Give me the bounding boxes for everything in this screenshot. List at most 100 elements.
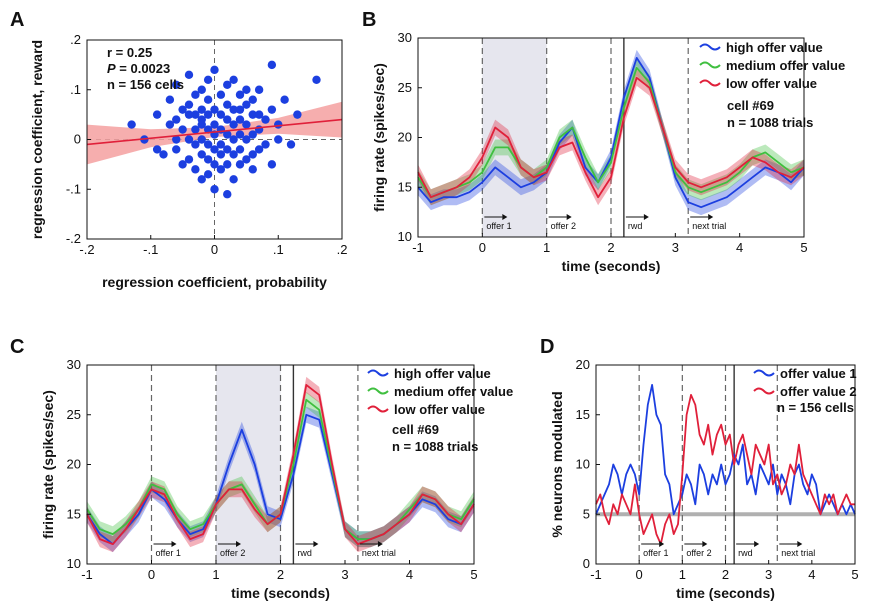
a-scatter-point: [172, 115, 181, 124]
a-scatter-point: [242, 155, 251, 164]
a-scatter-point: [216, 140, 226, 149]
a-scatter-point: [248, 130, 257, 139]
a-scatter-point: [152, 145, 162, 154]
c-legend-label-medium: medium offer value: [394, 384, 513, 399]
a-scatter-point: [210, 145, 219, 154]
a-scatter-point: [203, 140, 213, 149]
panel-letter-a: A: [10, 9, 24, 31]
c-annotation: cell #69: [392, 422, 439, 437]
d-event-label: rwd: [738, 548, 753, 558]
a-ytick-label: 0: [74, 132, 81, 147]
c-event-label: offer 1: [156, 548, 181, 558]
c-event-label: offer 2: [220, 548, 245, 558]
a-scatter-point: [223, 190, 232, 199]
c-ytick-label: 25: [67, 407, 81, 422]
a-scatter-point: [210, 105, 219, 114]
a-scatter-point: [235, 115, 245, 124]
a-scatter-point: [267, 60, 277, 70]
b-xtick-label: 4: [736, 240, 743, 255]
b-y-axis-label: firing rate (spikes/sec): [371, 63, 387, 212]
a-scatter-point: [235, 160, 245, 169]
c-xtick-label: -1: [81, 567, 93, 582]
a-scatter-point: [229, 135, 238, 144]
a-scatter-point: [293, 110, 302, 119]
a-scatter-point: [242, 135, 251, 144]
a-scatter-point: [203, 170, 213, 179]
b-legend-label-low: low offer value: [726, 76, 817, 91]
a-ytick-label: .2: [70, 32, 81, 47]
a-scatter-point: [248, 110, 257, 119]
a-scatter-point: [184, 70, 194, 80]
a-scatter-point: [210, 120, 219, 129]
a-scatter-point: [172, 135, 181, 144]
a-scatter-point: [229, 150, 238, 159]
d-legend-swatch-high: [753, 369, 775, 377]
a-scatter-point: [254, 145, 264, 154]
a-scatter-point: [152, 110, 162, 119]
a-scatter-point: [197, 85, 206, 94]
b-ytick-label: 30: [398, 30, 412, 45]
a-xtick-label: -.1: [143, 242, 158, 257]
a-scatter-point: [197, 105, 206, 114]
c-ytick-label: 15: [67, 506, 81, 521]
c-ytick-label: 20: [67, 457, 81, 472]
a-scatter-point: [197, 150, 206, 159]
a-fit-line: [86, 118, 343, 146]
b-ytick-label: 25: [398, 80, 412, 95]
b-legend-label-medium: medium offer value: [726, 58, 845, 73]
b-event-arrowhead: [566, 214, 572, 220]
a-y-axis-label: regression coefficient, reward: [29, 40, 45, 239]
d-series-line-low: [595, 394, 855, 545]
d-xtick-label: 3: [765, 567, 772, 582]
b-event-label: next trial: [692, 221, 726, 231]
a-scatter-point: [216, 110, 226, 119]
a-xtick-label: .1: [273, 242, 284, 257]
d-ytick-label: 0: [583, 556, 590, 571]
d-ytick-label: 20: [576, 357, 590, 372]
a-xtick-label: -.2: [79, 242, 94, 257]
b-event-label: offer 1: [486, 221, 511, 231]
a-scatter-point: [248, 95, 257, 104]
a-scatter-point: [254, 85, 264, 94]
a-stat-r: r = 0.25: [107, 45, 152, 60]
a-scatter-point: [178, 160, 187, 169]
a-scatter-point: [312, 75, 321, 85]
a-stat-p: P = 0.0023: [107, 61, 170, 76]
a-x-axis-label: regression coefficient, probability: [102, 274, 327, 290]
b-series-line-high: [417, 57, 805, 209]
a-scatter-point: [223, 115, 232, 124]
a-scatter-point: [286, 140, 296, 149]
d-xtick-label: 2: [722, 567, 729, 582]
d-series-line-high: [595, 384, 856, 516]
b-legend-label-high: high offer value: [726, 40, 823, 55]
c-xtick-label: 4: [406, 567, 413, 582]
d-ytick-label: 5: [583, 506, 590, 521]
d-xtick-label: 0: [636, 567, 643, 582]
a-scatter-point: [210, 65, 219, 75]
a-scatter-point: [184, 155, 194, 164]
a-scatter-point: [184, 110, 194, 119]
a-scatter-point: [165, 120, 175, 129]
a-scatter-point: [165, 95, 175, 104]
c-annotation: n = 1088 trials: [392, 439, 478, 454]
b-ytick-label: 10: [398, 229, 412, 244]
b-series-line-medium: [417, 66, 805, 199]
a-scatter-point: [229, 75, 238, 85]
a-scatter-point: [223, 130, 232, 139]
a-scatter-point: [235, 145, 245, 154]
c-event-arrowhead: [236, 541, 241, 547]
d-xtick-label: -1: [590, 567, 602, 582]
c-legend-label-high: high offer value: [394, 366, 491, 381]
panel-letter-d: D: [540, 336, 554, 358]
a-scatter-point: [242, 120, 251, 129]
b-legend-swatch-high: [699, 43, 721, 51]
a-scatter-point: [216, 90, 226, 99]
a-scatter-point: [216, 165, 226, 174]
d-ytick-label: 15: [576, 407, 590, 422]
a-scatter-point: [223, 80, 232, 89]
a-stat-p-value: = 0.0023: [116, 61, 171, 76]
a-scatter-point: [127, 120, 136, 129]
c-event-arrowhead: [313, 541, 319, 547]
b-xtick-label: 1: [543, 240, 550, 255]
